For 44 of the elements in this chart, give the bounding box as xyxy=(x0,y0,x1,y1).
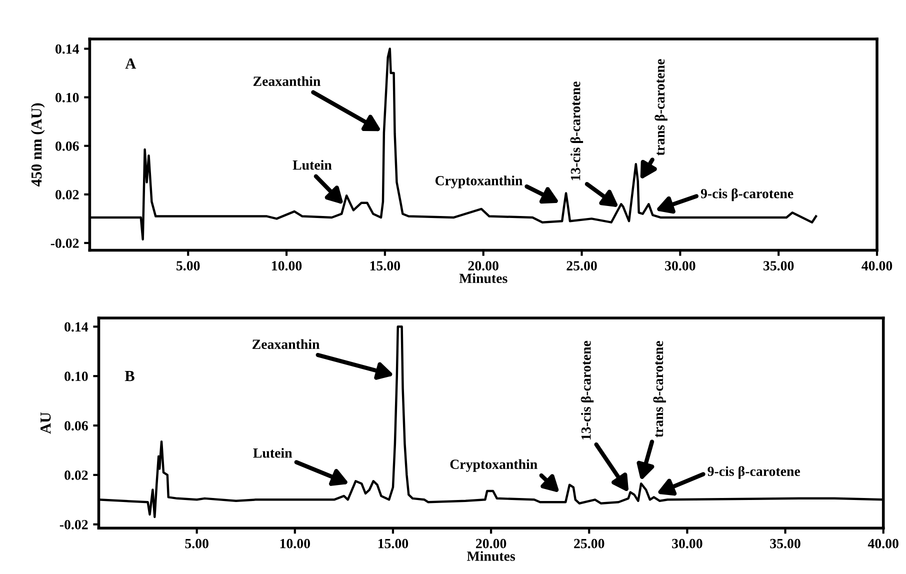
annotation: Lutein xyxy=(253,448,292,458)
y-tick-label: 0.02 xyxy=(64,470,88,480)
y-tick-label: 0.10 xyxy=(64,372,88,382)
annotation: 13-cis β-carotene xyxy=(570,82,584,180)
x-tick-label: 5.00 xyxy=(176,261,200,271)
x-tick-label: 25.00 xyxy=(566,261,597,271)
annotation: Zeaxanthin xyxy=(252,339,320,349)
x-tick-label: 35.00 xyxy=(763,261,794,271)
y-tick-label: 0.02 xyxy=(56,190,79,200)
x-axis-title: Minutes xyxy=(466,551,516,561)
annotation: Cryptoxanthin xyxy=(450,459,538,472)
annotation: trans β-carotene xyxy=(654,59,668,156)
x-tick-label: 20.00 xyxy=(468,261,498,271)
annotation: Cryptoxanthin xyxy=(435,176,523,188)
x-axis-title: Minutes xyxy=(459,273,508,284)
x-tick-label: 30.00 xyxy=(665,261,696,271)
x-tick-label: 15.00 xyxy=(370,261,400,271)
annotation: Lutein xyxy=(292,160,332,170)
y-tick-label: 0.06 xyxy=(56,141,79,151)
x-tick-label: 25.00 xyxy=(574,538,604,548)
y-tick-label: -0.02 xyxy=(60,520,88,530)
x-tick-label: 5.00 xyxy=(185,538,208,548)
x-tick-label: 10.00 xyxy=(280,538,310,548)
y-tick-label: -0.02 xyxy=(50,238,79,248)
x-tick-label: 15.00 xyxy=(378,538,408,548)
x-tick-label: 35.00 xyxy=(770,538,800,548)
x-tick-label: 10.00 xyxy=(272,261,302,271)
annotation: trans β-carotene xyxy=(653,341,666,438)
annotation: 13-cis β-carotene xyxy=(580,340,594,440)
y-tick-label: 0.06 xyxy=(64,421,88,431)
annotation: A xyxy=(125,58,136,69)
y-tick-label: 0.14 xyxy=(56,44,80,54)
x-tick-label: 40.00 xyxy=(868,538,898,548)
annotation: 9-cis β-carotene xyxy=(700,188,794,202)
annotation: Zeaxanthin xyxy=(253,76,320,86)
x-tick-label: 30.00 xyxy=(672,538,702,548)
y-axis-title: AU xyxy=(40,412,51,434)
x-tick-label: 20.00 xyxy=(476,538,506,548)
annotation: B xyxy=(124,371,134,382)
x-tick-label: 40.00 xyxy=(862,261,892,271)
y-tick-label: 0.14 xyxy=(64,322,88,332)
y-tick-label: 0.10 xyxy=(56,92,79,102)
y-axis-title: 450 nm (AU) xyxy=(30,103,45,186)
annotation: 9-cis β-carotene xyxy=(708,466,800,479)
